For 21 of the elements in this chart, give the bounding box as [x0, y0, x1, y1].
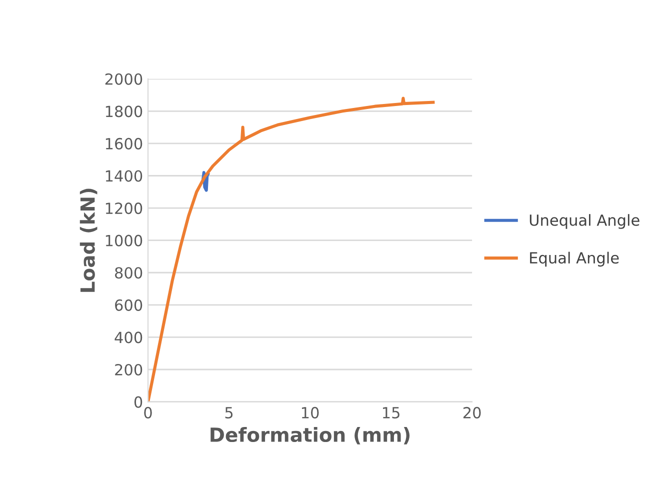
y-tick-label: 1600: [106, 138, 142, 150]
y-tick-label: 1000: [106, 234, 142, 246]
y-tick-label: 0: [134, 396, 142, 408]
y-tick-label: 800: [115, 267, 142, 279]
y-tick-label: 600: [115, 299, 142, 311]
line-series: [148, 96, 435, 402]
x-tick-label: 20: [463, 406, 481, 418]
x-tick-label: 0: [144, 406, 152, 418]
y-tick-label: 1400: [106, 170, 142, 182]
x-tick-label: 10: [302, 406, 319, 418]
legend-label: Equal Angle: [530, 252, 619, 267]
y-tick-label: 400: [114, 332, 142, 344]
y-axis-title: Load (kN): [80, 188, 98, 292]
legend-label: Unequal Angle: [530, 214, 640, 229]
y-tick-label: 2000: [105, 73, 142, 85]
x-tick-label: 5: [225, 407, 233, 418]
y-tick-label: 1200: [106, 202, 142, 214]
x-tick-label: 15: [382, 407, 400, 418]
x-axis-title: Deformation (mm): [210, 427, 410, 444]
y-tick-label: 1800: [106, 106, 142, 118]
y-tick-label: 200: [115, 364, 142, 376]
